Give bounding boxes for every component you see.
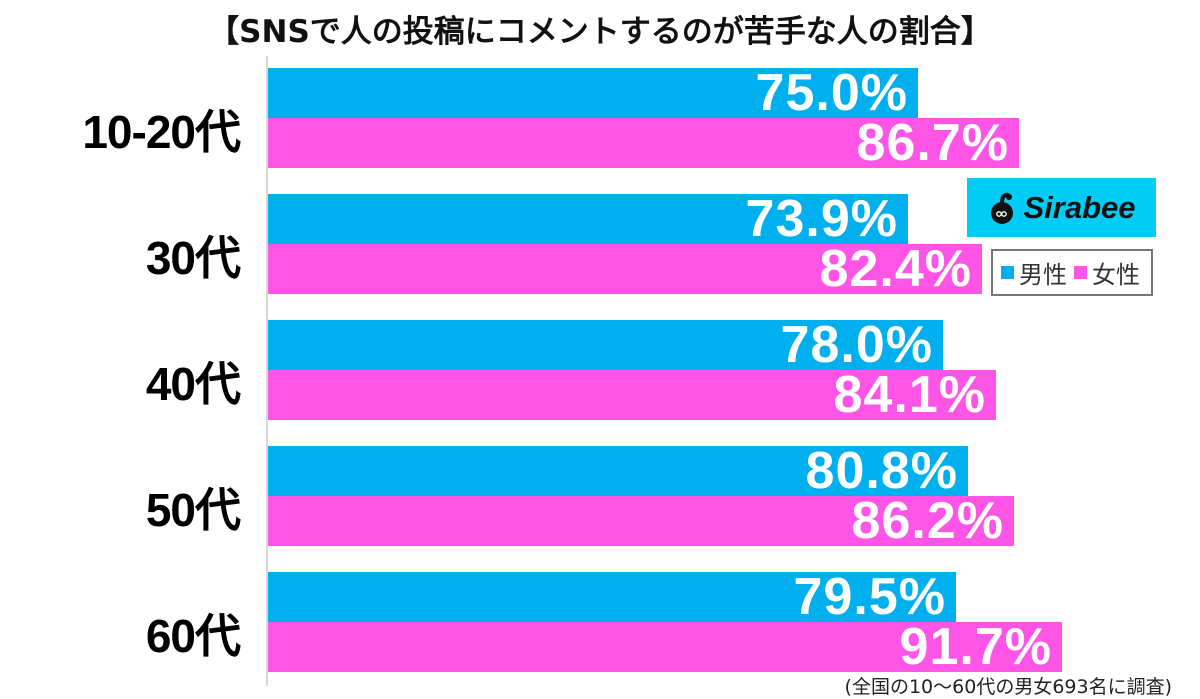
category-label: 60代 (145, 610, 241, 662)
value-label: 73.9% (745, 190, 898, 248)
value-label: 86.2% (851, 492, 1004, 550)
survey-note: (全国の10〜60代の男女693名に調査) (844, 676, 1172, 698)
legend-item-female: 女性 (1074, 255, 1140, 290)
value-label: 78.0% (780, 316, 933, 374)
bar-female: 91.7% (268, 618, 1062, 676)
sirabee-mark-icon (987, 191, 1017, 225)
sirabee-logo: Sirabee (967, 178, 1156, 237)
value-label: 80.8% (805, 442, 958, 500)
legend-swatch-female (1074, 266, 1087, 279)
bar-group: 40代 78.0% 84.1% (0, 316, 1200, 424)
value-label: 86.7% (856, 114, 1009, 172)
value-label: 82.4% (819, 240, 972, 298)
bar-group: 10-20代 75.0% 86.7% (0, 64, 1200, 172)
category-label: 50代 (145, 484, 241, 536)
category-label: 10-20代 (82, 106, 241, 158)
bar-male: 80.8% (268, 442, 968, 500)
sirabee-logo-text: Sirabee (1023, 189, 1136, 225)
chart-title: 【SNSで人の投稿にコメントするのが苦手な人の割合】 (208, 14, 992, 50)
legend: 男性 女性 (991, 249, 1153, 296)
bar-male: 79.5% (268, 568, 956, 626)
value-label: 79.5% (793, 568, 946, 626)
y-axis-line (266, 56, 268, 686)
category-label: 30代 (145, 232, 241, 284)
bar-group: 30代 73.9% 82.4% (0, 190, 1200, 298)
value-label: 84.1% (833, 366, 986, 424)
bar-male: 78.0% (268, 316, 943, 374)
legend-swatch-male (1001, 266, 1014, 279)
value-label: 75.0% (755, 64, 908, 122)
bar-group: 60代 79.5% 91.7% (0, 568, 1200, 676)
legend-label-male: 男性 (1019, 261, 1067, 289)
category-label: 40代 (145, 358, 241, 410)
bar-female: 86.7% (268, 114, 1019, 172)
value-label: 91.7% (899, 618, 1052, 676)
legend-item-male: 男性 (1001, 255, 1067, 290)
legend-label-female: 女性 (1092, 261, 1140, 289)
bar-female: 82.4% (268, 240, 982, 298)
bar-female: 86.2% (268, 492, 1014, 550)
bar-male: 73.9% (268, 190, 908, 248)
bar-group: 50代 80.8% 86.2% (0, 442, 1200, 550)
bar-male: 75.0% (268, 64, 918, 122)
bar-female: 84.1% (268, 366, 996, 424)
